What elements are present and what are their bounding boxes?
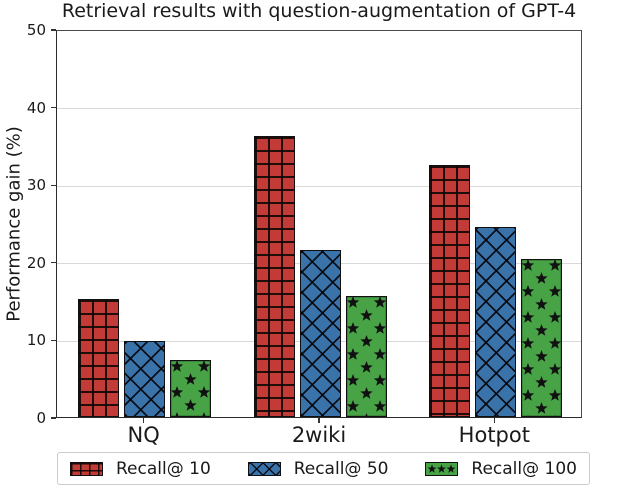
legend-swatch-star-icon <box>425 461 459 476</box>
bar <box>474 227 516 417</box>
legend-entry: Recall@ 50 <box>247 458 389 479</box>
y-tick-label: 40 <box>26 98 46 117</box>
y-tick-label: 50 <box>26 21 46 39</box>
bar-group-2wiki <box>253 136 387 418</box>
y-tick-mark <box>51 262 56 264</box>
x-tick-label: 2wiki <box>291 423 347 447</box>
y-tick-label: 20 <box>26 253 46 272</box>
plot-area <box>56 30 582 418</box>
legend-entry: Recall@ 10 <box>70 459 211 479</box>
bar <box>428 165 470 417</box>
x-tick-label: Hotpot <box>458 423 530 447</box>
legend-swatch-plus-icon <box>70 461 103 476</box>
x-tick-label: NQ <box>127 423 160 447</box>
bar <box>124 341 166 417</box>
y-tick-mark <box>51 184 56 186</box>
bar <box>78 299 120 417</box>
y-axis-label: Performance gain (%) <box>3 126 25 322</box>
x-tick-mark <box>142 418 145 423</box>
legend-swatch-cross-icon <box>247 461 281 476</box>
legend-label: Recall@ 10 <box>116 458 211 479</box>
legend-label: Recall@ 50 <box>293 458 389 479</box>
legend: Recall@ 10 Recall@ 50 Recall@ 100 <box>57 452 590 485</box>
gridline <box>57 108 581 110</box>
x-tick-mark <box>318 418 320 423</box>
bar <box>170 360 212 417</box>
y-tick-label: 0 <box>36 409 46 427</box>
bar-group-hotpot <box>428 165 562 418</box>
bar <box>299 250 341 417</box>
legend-entry: Recall@ 100 <box>425 459 577 479</box>
y-tick-mark <box>51 339 56 342</box>
y-tick-mark <box>51 106 56 109</box>
bar <box>345 296 387 418</box>
bar <box>253 136 295 417</box>
y-tick-label: 10 <box>26 331 46 350</box>
bar <box>520 259 562 418</box>
y-tick-mark <box>51 417 56 419</box>
legend-label: Recall@ 100 <box>471 458 577 479</box>
chart-title: Retrieval results with question-augmenta… <box>61 0 577 22</box>
gridline <box>57 185 581 187</box>
y-tick-mark <box>51 29 56 31</box>
bar-group-nq <box>78 299 212 417</box>
x-tick-mark <box>493 418 496 423</box>
y-tick-label: 30 <box>26 176 46 195</box>
